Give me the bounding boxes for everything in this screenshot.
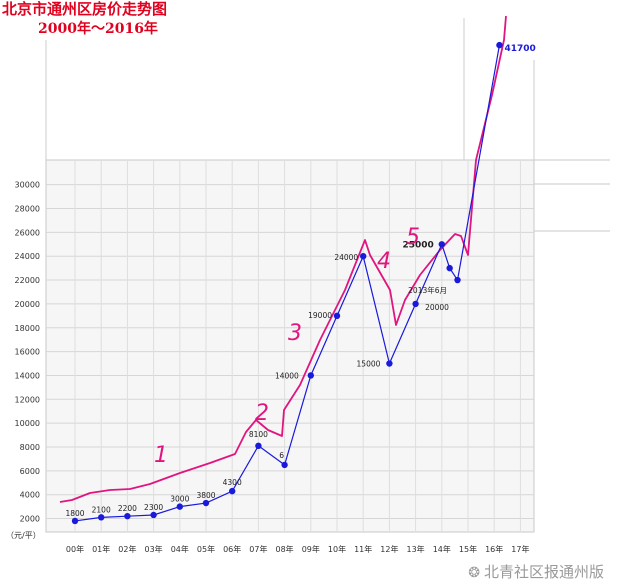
x-tick-label: 01年	[92, 544, 110, 554]
watermark-text: 北青社区报通州版	[483, 563, 604, 581]
watermark: ❂ 北青社区报通州版	[468, 561, 604, 582]
y-tick-label: 28000	[15, 205, 40, 214]
chart-subtitle: 2000年～2016年	[38, 21, 158, 37]
y-tick-label: 2000	[20, 515, 40, 524]
y-tick-label: 8000	[20, 443, 40, 452]
data-label: 14000	[275, 371, 299, 380]
x-tick-label: 04年	[171, 544, 189, 554]
x-tick-label: 08年	[276, 544, 294, 554]
data-label: 1800	[65, 509, 84, 518]
y-tick-label: 16000	[15, 348, 40, 357]
x-tick-label: 02年	[118, 544, 136, 554]
data-label: 2013年6月	[408, 285, 447, 295]
data-point	[454, 276, 461, 284]
y-tick-label: 10000	[15, 419, 40, 428]
data-point	[229, 487, 236, 495]
data-point	[496, 41, 503, 49]
y-tick-label: 6000	[20, 467, 40, 476]
plot-area	[45, 159, 535, 533]
x-tick-label: 10年	[328, 544, 346, 554]
data-point	[333, 312, 341, 320]
data-label: 24000	[334, 253, 358, 262]
data-point	[176, 503, 183, 510]
data-label: 19000	[308, 311, 332, 320]
data-point	[255, 442, 262, 450]
x-tick-label: 06年	[223, 544, 241, 554]
phase-marker: 3	[288, 321, 302, 346]
y-axis-label: （元/平）	[6, 531, 41, 540]
wechat-icon: ❂	[468, 565, 480, 581]
phase-marker: 1	[154, 443, 168, 468]
x-tick-label: 05年	[197, 544, 215, 554]
data-point	[386, 360, 393, 367]
data-label: 2100	[92, 505, 111, 514]
x-tick-label: 17年	[511, 544, 529, 554]
phase-marker: 4	[377, 249, 391, 274]
y-tick-label: 30000	[15, 181, 40, 190]
y-tick-label: 22000	[15, 276, 40, 285]
x-tick-label: 00年	[66, 544, 84, 554]
data-point	[360, 253, 367, 260]
data-point	[98, 514, 105, 521]
x-tick-label: 16年	[485, 544, 503, 554]
data-point	[71, 517, 79, 525]
chart-title: 北京市通州区房价走势图	[2, 0, 168, 18]
data-point	[281, 461, 288, 469]
data-label: 2300	[144, 503, 163, 512]
data-line	[74, 45, 501, 522]
data-point	[124, 512, 131, 520]
x-tick-label: 09年	[302, 544, 320, 554]
data-point	[412, 300, 419, 308]
trend-curve	[59, 15, 507, 503]
data-label: 2200	[118, 504, 137, 513]
data-label: 20000	[425, 303, 449, 312]
y-tick-label: 20000	[15, 300, 40, 309]
data-label: 4300	[223, 478, 242, 487]
data-label: 25000	[402, 240, 433, 250]
y-tick-label: 24000	[15, 252, 40, 261]
x-tick-label: 13年	[407, 544, 425, 554]
y-tick-label: 4000	[20, 491, 40, 500]
y-tick-label: 26000	[15, 228, 40, 237]
y-tick-label: 14000	[15, 371, 40, 380]
data-label: 3000	[170, 495, 189, 504]
data-label: 41700	[504, 44, 535, 54]
data-point	[150, 511, 157, 519]
y-tick-label: 18000	[15, 324, 40, 333]
data-label: 8100	[249, 430, 268, 439]
phase-marker: 5	[406, 225, 420, 250]
x-tick-label: 12年	[380, 544, 398, 554]
data-point	[446, 264, 453, 272]
x-tick-label: 14年	[433, 544, 451, 554]
x-tick-label: 07年	[249, 544, 267, 554]
data-point	[438, 241, 445, 248]
phase-marker: 2	[255, 401, 269, 426]
y-tick-label: 12000	[15, 395, 40, 404]
data-label: 6	[279, 451, 284, 460]
x-tick-label: 03年	[145, 544, 163, 554]
data-label: 15000	[357, 360, 381, 369]
x-tick-label: 11年	[354, 544, 372, 554]
data-point	[202, 499, 210, 507]
data-point	[307, 372, 314, 379]
x-tick-label: 15年	[459, 544, 477, 554]
data-label: 3800	[196, 491, 215, 500]
